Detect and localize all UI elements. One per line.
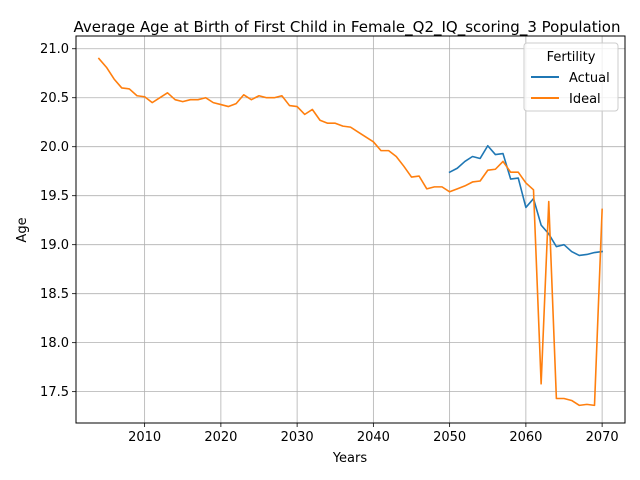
x-tick-label: 2050	[433, 430, 466, 445]
y-tick-label: 19.5	[40, 189, 69, 204]
y-tick-label: 19.0	[40, 238, 69, 253]
legend: Fertility Actual Ideal	[523, 42, 619, 112]
x-tick-label: 2040	[357, 430, 390, 445]
series-line-ideal	[97, 57, 603, 407]
x-axis-ticks: 2010 2020 2030 2040 2050 2060 2070	[128, 423, 619, 445]
x-tick-label: 2010	[128, 430, 161, 445]
plot-frame	[75, 35, 626, 424]
x-tick-label: 2020	[204, 430, 237, 445]
legend-title: Fertility	[547, 50, 596, 65]
legend-box	[523, 42, 619, 112]
x-tick-label: 2070	[586, 430, 619, 445]
legend-label-actual: Actual	[569, 71, 610, 86]
y-axis-label: Age	[15, 217, 30, 242]
y-tick-label: 20.0	[40, 140, 69, 155]
x-tick-label: 2060	[509, 430, 542, 445]
y-tick-label: 21.0	[40, 42, 69, 57]
chart-title: Average Age at Birth of First Child in F…	[74, 18, 621, 37]
series-lines	[97, 57, 604, 407]
x-axis-label: Years	[332, 451, 368, 466]
x-tick-label: 2030	[281, 430, 314, 445]
y-tick-label: 20.5	[40, 91, 69, 106]
legend-label-ideal: Ideal	[569, 92, 601, 107]
series-line-actual	[448, 144, 604, 257]
grid	[76, 36, 625, 423]
y-axis-ticks: 17.5 18.0 18.5 19.0 19.5 20.0 20.5 21.0	[40, 42, 76, 400]
y-tick-label: 18.0	[40, 336, 69, 351]
y-tick-label: 17.5	[40, 385, 69, 400]
y-tick-label: 18.5	[40, 287, 69, 302]
